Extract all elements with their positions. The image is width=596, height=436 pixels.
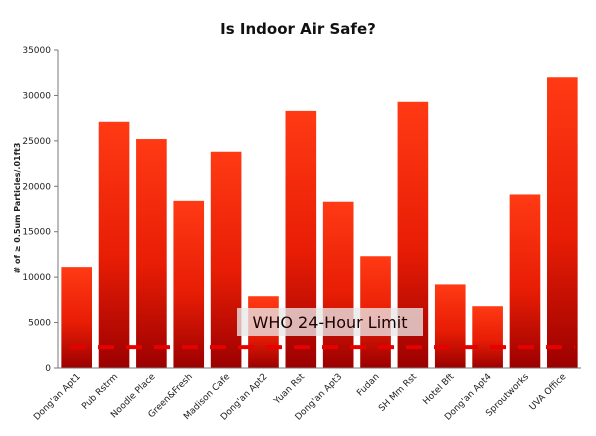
x-tick-label: SH Mm Rst	[377, 372, 419, 414]
x-tick-label: Yuan Rst	[272, 372, 307, 407]
reference-label-box	[237, 308, 423, 336]
bar	[210, 151, 242, 368]
y-tick-label: 10000	[22, 273, 51, 283]
bar	[98, 121, 130, 368]
bar	[472, 306, 503, 368]
bar	[136, 139, 167, 368]
x-tick-label: UVA Office	[528, 372, 569, 413]
y-tick-label: 0	[45, 364, 51, 374]
bar	[434, 284, 466, 368]
y-axis-label: # of ≥ 0.5um Particles/.01ft3	[13, 143, 22, 274]
y-tick-label: 25000	[22, 137, 51, 147]
x-tick-label: Fudan	[355, 372, 381, 398]
bar	[322, 201, 354, 368]
x-tick-label: Dong'an Apt1	[32, 372, 83, 423]
y-tick-label: 30000	[22, 91, 51, 101]
chart-title: Is Indoor Air Safe?	[220, 20, 376, 38]
bar	[173, 200, 205, 368]
bar	[509, 194, 541, 368]
x-tick-label: Pub Rstrm	[80, 372, 120, 412]
reference-label: WHO 24-Hour Limit	[253, 313, 408, 332]
y-tick-label: 5000	[28, 319, 51, 329]
reference-line: WHO 24-Hour Limit	[70, 308, 575, 350]
y-axis: 0 5000 10000 15000 20000 25000 30000 35000	[22, 46, 58, 374]
axes	[57, 50, 581, 369]
x-tick-label: Hotel Bft	[421, 372, 456, 407]
bar	[61, 267, 92, 368]
y-tick-label: 15000	[22, 228, 51, 238]
bar	[547, 77, 578, 368]
y-tick-label: 20000	[22, 182, 51, 192]
y-tick-label: 35000	[22, 46, 51, 56]
